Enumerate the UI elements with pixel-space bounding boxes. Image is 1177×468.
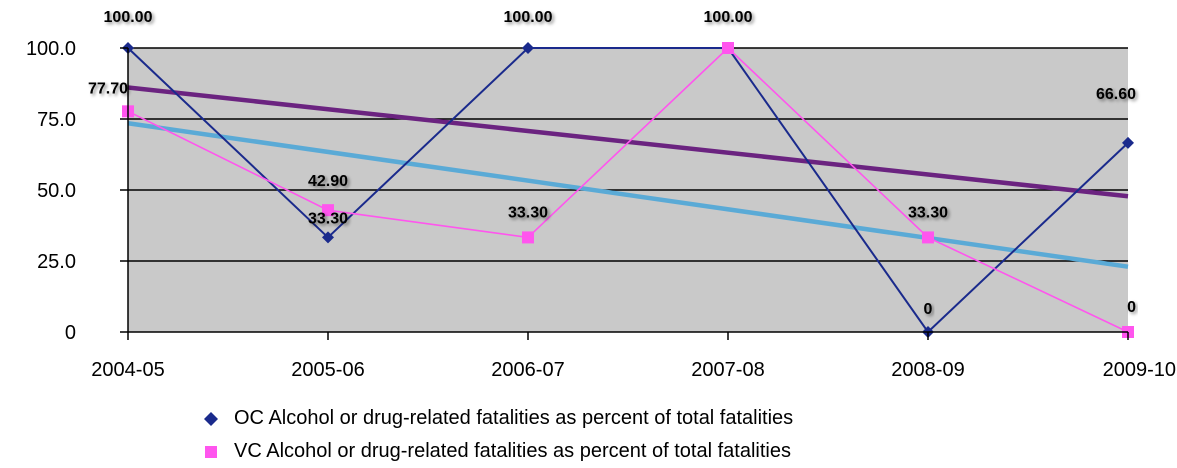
x-tick-label: 2005-06	[291, 359, 364, 381]
data-point-vc[interactable]	[922, 231, 934, 244]
data-label-vc: 33.30	[908, 204, 948, 221]
x-tick-label: 2004-05	[91, 359, 164, 381]
x-tick-label: 2008-09	[891, 359, 964, 381]
series-line-vc	[127, 46, 1129, 333]
data-label-oc: 100.00	[504, 9, 553, 26]
x-tick-label: 2007-08	[691, 359, 764, 381]
x-tick-label: 2009-10	[1103, 359, 1176, 381]
y-tick-label: 0	[65, 322, 76, 344]
y-tick-label: 100.0	[26, 38, 76, 60]
y-tick-label: 75.0	[37, 109, 76, 131]
square-marker-icon	[196, 442, 226, 462]
data-label-vc: 0	[1127, 299, 1136, 316]
legend-item-oc[interactable]: OC Alcohol or drug-related fatalities as…	[196, 402, 793, 435]
data-label-vc: 33.30	[508, 204, 548, 221]
series-line-oc	[127, 47, 1129, 334]
data-label-vc: 77.70	[88, 80, 128, 97]
data-point-vc[interactable]	[722, 42, 734, 54]
legend: OC Alcohol or drug-related fatalities as…	[196, 402, 793, 468]
legend-item-vc[interactable]: VC Alcohol or drug-related fatalities as…	[196, 435, 793, 468]
data-point-vc[interactable]	[322, 204, 334, 217]
data-label-oc: 0	[924, 301, 933, 318]
legend-label-vc: VC Alcohol or drug-related fatalities as…	[234, 440, 791, 462]
data-point-oc[interactable]	[522, 42, 534, 54]
data-point-oc[interactable]	[1122, 136, 1134, 149]
data-label-oc: 100.00	[704, 9, 753, 26]
data-label-vc: 42.90	[308, 173, 348, 190]
line-chart: 0 25.0 50.0 75.0 100.0 2004-05 2005-06 2006-07 2…	[26, 9, 1176, 381]
trendline-vc	[127, 121, 1129, 269]
y-tick-label: 50.0	[37, 180, 76, 202]
data-label-oc: 100.00	[104, 9, 153, 26]
y-tick-label: 25.0	[37, 251, 76, 273]
data-label-oc: 66.60	[1096, 86, 1136, 103]
legend-label-oc: OC Alcohol or drug-related fatalities as…	[234, 407, 794, 429]
diamond-marker-icon	[196, 409, 226, 429]
data-point-oc[interactable]	[322, 231, 334, 244]
data-label-oc: 33.30	[308, 210, 348, 227]
data-point-vc[interactable]	[522, 231, 534, 244]
x-tick-label: 2006-07	[491, 359, 564, 381]
